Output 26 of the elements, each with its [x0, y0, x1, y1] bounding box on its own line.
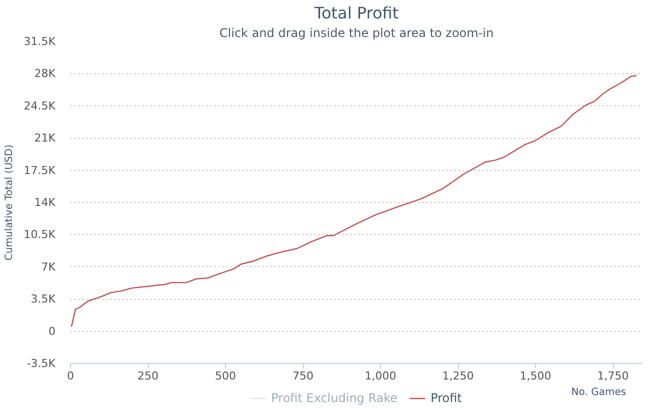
x-tick-label: 500: [215, 370, 236, 382]
y-tick-label: 24.5K: [24, 99, 56, 112]
x-tick-label: 250: [138, 370, 159, 382]
y-tick-label: 10.5K: [24, 228, 56, 242]
x-tick-label: 1,250: [442, 370, 474, 382]
x-tick-label: 1,000: [364, 370, 396, 382]
x-tick-label: 0: [67, 370, 74, 382]
y-tick-label: 3.5K: [30, 292, 56, 306]
y-tick-label: 7K: [41, 260, 56, 274]
y-tick-label: 14K: [34, 196, 56, 209]
y-tick-label: 0: [48, 324, 56, 338]
y-tick-label: 28K: [34, 67, 56, 80]
x-tick-label: 1,500: [520, 370, 552, 382]
y-tick-label: 31.5K: [24, 35, 56, 48]
legend-label: Profit: [430, 390, 462, 404]
y-tick-label: 17.5K: [24, 164, 56, 177]
x-tick-label: 1,750: [597, 370, 629, 382]
legend-label: Profit Excluding Rake: [271, 390, 398, 404]
y-tick-label: -3.5K: [26, 357, 56, 370]
chart-title: Total Profit: [313, 4, 399, 22]
y-axis-title: Cumulative Total (USD): [4, 144, 15, 260]
chart-subtitle: Click and drag inside the plot area to zoom-in: [219, 26, 494, 40]
line-series: [70, 74, 638, 328]
x-tick-label: 750: [292, 370, 314, 382]
y-tick-label: 21K: [34, 132, 56, 145]
x-axis-title: No. Games: [571, 387, 626, 398]
